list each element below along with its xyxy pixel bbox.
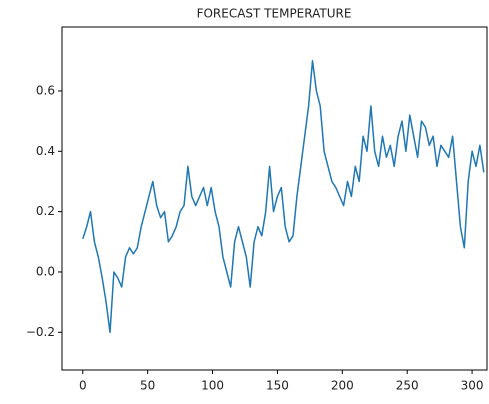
x-tick-label: 200 (331, 379, 354, 393)
chart-title: FORECAST TEMPERATURE (197, 7, 352, 21)
x-tick-label: 300 (461, 379, 484, 393)
y-tick-label: −0.2 (26, 325, 55, 339)
y-tick-label: 0.2 (36, 204, 55, 218)
x-tick-label: 50 (140, 379, 155, 393)
plot-frame (61, 26, 488, 371)
x-tick-label: 150 (266, 379, 289, 393)
x-tick-label: 250 (396, 379, 419, 393)
x-tick-label: 100 (201, 379, 224, 393)
x-tick-label: 0 (79, 379, 87, 393)
y-tick-label: 0.4 (36, 144, 55, 158)
y-tick-label: 0.0 (36, 264, 55, 278)
line (82, 60, 485, 334)
y-tick-label: 0.6 (36, 83, 55, 97)
